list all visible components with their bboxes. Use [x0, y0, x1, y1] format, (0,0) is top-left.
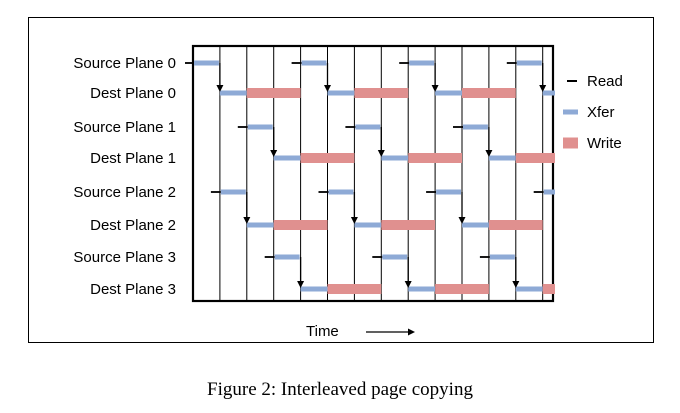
figure-caption: Figure 2: Interleaved page copying — [207, 379, 473, 400]
read-tick — [372, 256, 382, 258]
dest-xfer-bar — [328, 91, 355, 96]
write-bar — [543, 284, 555, 294]
read-tick — [426, 191, 436, 193]
legend-xfer-icon — [563, 110, 578, 115]
dest-xfer-bar — [381, 156, 408, 161]
legend-read-icon — [567, 80, 577, 82]
read-tick — [345, 126, 355, 128]
read-tick — [507, 62, 517, 64]
write-bar — [516, 153, 555, 163]
read-tick — [534, 191, 544, 193]
write-bar — [328, 284, 382, 294]
legend: Read Xfer Write — [563, 73, 623, 152]
legend-label-xfer: Xfer — [587, 104, 615, 121]
read-tick — [211, 191, 221, 193]
bars — [185, 61, 555, 295]
read-tick — [480, 256, 490, 258]
source-xfer-bar — [517, 61, 542, 66]
dest-xfer-bar — [435, 91, 462, 96]
row-label-src1: Source Plane 1 — [73, 119, 176, 136]
row-label-dst2: Dest Plane 2 — [90, 217, 176, 234]
write-bar — [247, 88, 301, 98]
write-bar — [435, 284, 489, 294]
dest-xfer-bar — [301, 287, 328, 292]
read-tick — [265, 256, 275, 258]
row-label-src0: Source Plane 0 — [73, 55, 176, 72]
legend-write-icon — [563, 138, 578, 149]
dest-xfer-bar — [354, 223, 381, 228]
dest-xfer-bar — [220, 91, 247, 96]
dest-xfer-bar — [274, 156, 301, 161]
dest-xfer-bar — [543, 91, 555, 96]
row-labels: Source Plane 0 Dest Plane 0 Source Plane 1… — [73, 55, 176, 298]
source-xfer-bar — [382, 255, 407, 260]
read-tick — [238, 126, 248, 128]
source-xfer-bar — [302, 61, 327, 66]
source-xfer-bar — [409, 61, 434, 66]
source-xfer-bar — [463, 125, 488, 130]
read-tick — [185, 62, 194, 64]
source-xfer-bar — [221, 190, 246, 195]
legend-label-read: Read — [587, 73, 623, 90]
dest-xfer-bar — [516, 287, 543, 292]
read-tick — [453, 126, 463, 128]
write-bar — [408, 153, 462, 163]
read-tick — [399, 62, 409, 64]
grid — [193, 46, 553, 301]
dest-xfer-bar — [408, 287, 435, 292]
write-bar — [381, 220, 435, 230]
read-tick — [319, 191, 329, 193]
source-xfer-bar — [329, 190, 354, 195]
source-xfer-bar — [275, 255, 300, 260]
write-bar — [489, 220, 543, 230]
source-xfer-bar — [544, 190, 555, 195]
time-arrow-icon — [366, 329, 415, 336]
row-label-dst0: Dest Plane 0 — [90, 85, 176, 102]
write-bar — [301, 153, 355, 163]
write-bar — [462, 88, 516, 98]
row-label-src2: Source Plane 2 — [73, 184, 176, 201]
row-label-dst1: Dest Plane 1 — [90, 150, 176, 167]
write-bar — [354, 88, 408, 98]
source-xfer-bar — [194, 61, 219, 66]
source-xfer-bar — [490, 255, 515, 260]
row-label-src3: Source Plane 3 — [73, 249, 176, 266]
dest-xfer-bar — [247, 223, 274, 228]
row-label-dst3: Dest Plane 3 — [90, 281, 176, 298]
source-xfer-bar — [436, 190, 461, 195]
dest-xfer-bar — [489, 156, 516, 161]
write-bar — [274, 220, 328, 230]
time-axis-label: Time — [306, 323, 339, 340]
dest-xfer-bar — [462, 223, 489, 228]
legend-label-write: Write — [587, 135, 622, 152]
read-tick — [292, 62, 302, 64]
source-xfer-bar — [355, 125, 380, 130]
source-xfer-bar — [248, 125, 273, 130]
